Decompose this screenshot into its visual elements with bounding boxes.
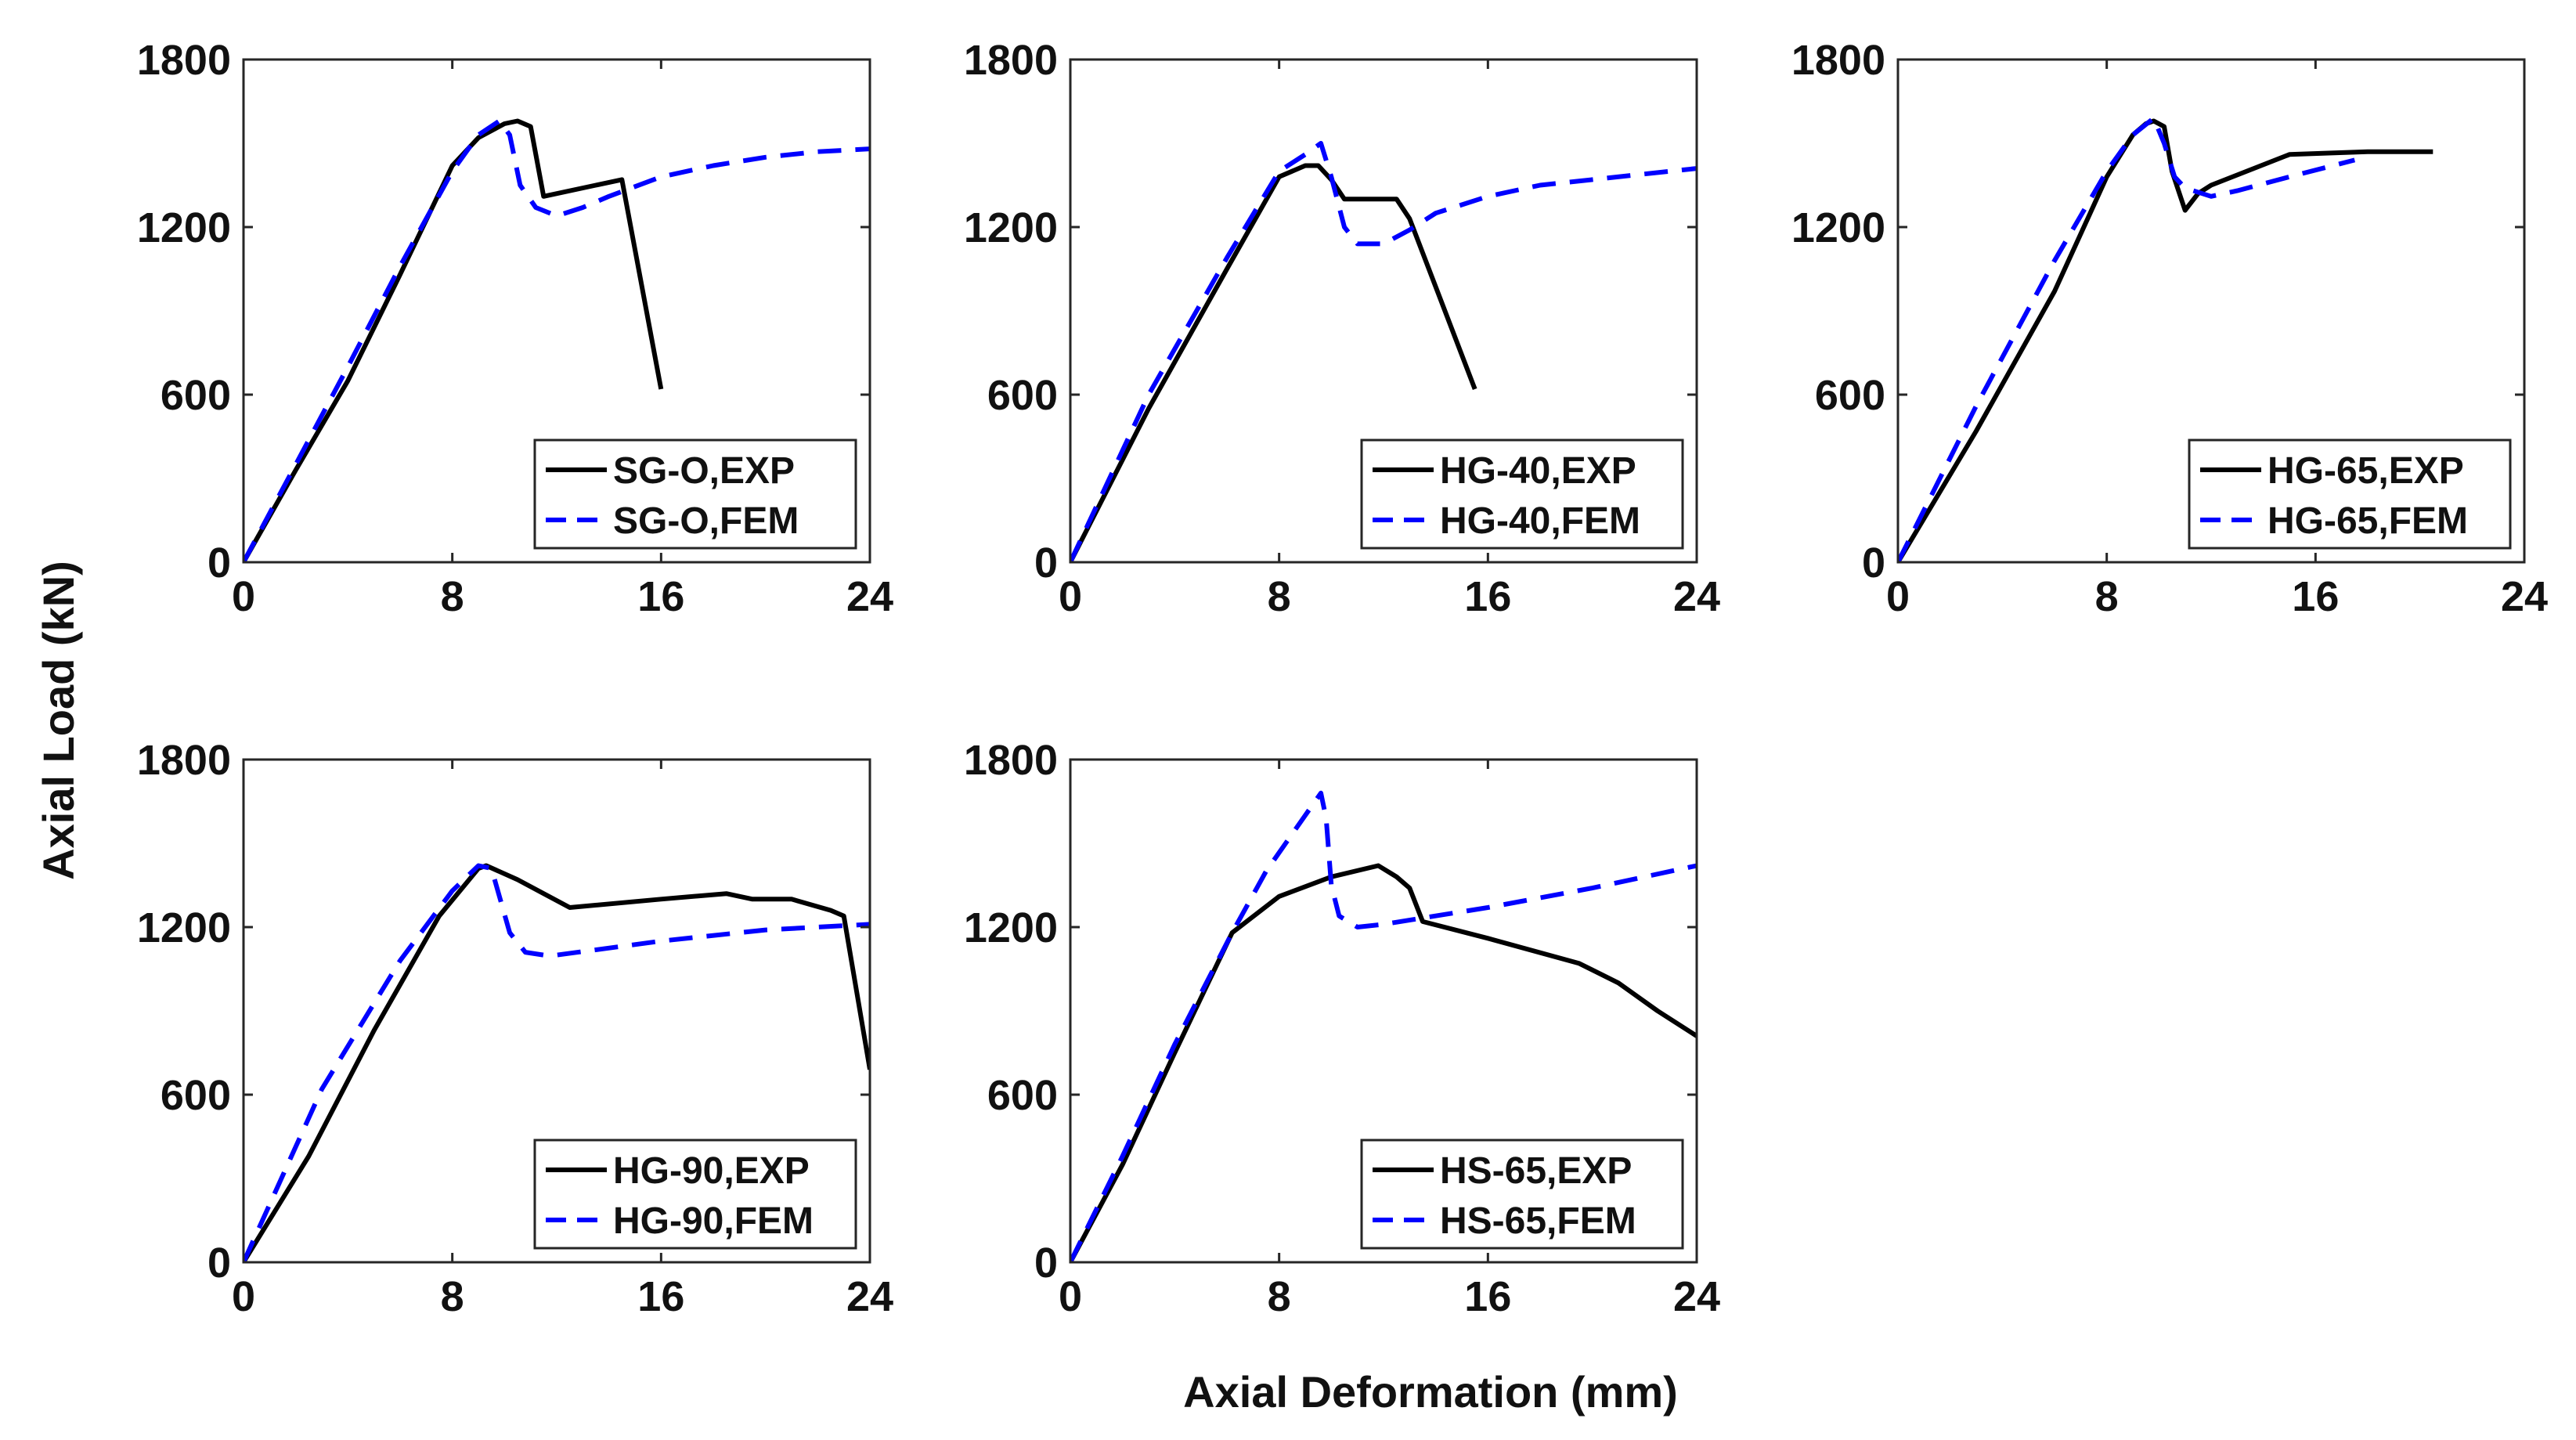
y-tick-label: 1800 (964, 37, 1058, 84)
legend: HG-65,EXP HG-65,FEM (2188, 438, 2512, 550)
y-tick-label: 600 (987, 372, 1058, 419)
x-tick-label: 16 (637, 1273, 684, 1320)
x-tick-label: 0 (1059, 1273, 1082, 1320)
legend-box (533, 1139, 857, 1250)
y-tick-label: 0 (207, 540, 231, 586)
series-line-fem (244, 118, 870, 562)
y-tick-label: 1800 (1791, 37, 1885, 84)
legend: HG-90,EXP HG-90,FEM (533, 1139, 857, 1250)
legend-box (1360, 1139, 1684, 1250)
chart-panel-4: 0 8 16 24 0 600 1200 1800 HG-90,EXP HG-90,FEM (137, 737, 893, 1320)
chart-panels: 0 8 16 24 0 600 1200 1800 SG-O,EXP SG-O,FEM 0 8 16 24… (137, 37, 2548, 1320)
x-tick-label: 0 (232, 573, 255, 620)
x-tick-label: 24 (846, 573, 893, 620)
axes-box (1069, 58, 1698, 564)
y-tick-label: 600 (161, 1072, 231, 1119)
chart-panel-1: 0 8 16 24 0 600 1200 1800 SG-O,EXP SG-O,FEM (137, 37, 893, 620)
series-line-fem (1070, 141, 1697, 562)
series-line-fem (1070, 790, 1697, 1262)
y-tick-label: 1200 (964, 204, 1058, 251)
y-tick-label: 1800 (964, 737, 1058, 784)
axes-box (242, 58, 871, 564)
x-tick-label: 16 (637, 573, 684, 620)
axes-box (1069, 758, 1698, 1264)
x-tick-label: 0 (232, 1273, 255, 1320)
y-tick-label: 0 (1034, 540, 1058, 586)
y-tick-label: 1800 (137, 37, 231, 84)
legend: SG-O,EXP SG-O,FEM (533, 438, 857, 550)
chart-panel-2: 0 8 16 24 0 600 1200 1800 HG-40,EXP HG-40,FEM (964, 37, 1720, 620)
series-line-exp (1070, 163, 1477, 562)
x-tick-label: 8 (1268, 1273, 1291, 1320)
series-line-exp (1898, 118, 2433, 562)
x-tick-label: 16 (1464, 1273, 1511, 1320)
legend-box (1360, 438, 1684, 550)
axes-box (242, 758, 871, 1264)
x-tick-label: 0 (1059, 573, 1082, 620)
legend-label-exp: HG-90,EXP (613, 1150, 810, 1192)
chart-panel-3: 0 8 16 24 0 600 1200 1800 HG-65,EXP HG-65,FEM (1791, 37, 2548, 620)
y-tick-label: 600 (161, 372, 231, 419)
legend-label-exp: HG-40,EXP (1440, 450, 1636, 492)
x-tick-label: 24 (1673, 1273, 1720, 1320)
x-tick-label: 8 (441, 573, 464, 620)
legend: HS-65,EXP HS-65,FEM (1360, 1139, 1684, 1250)
x-tick-label: 0 (1886, 573, 1910, 620)
axes-box (1896, 58, 2526, 564)
series-line-exp (244, 863, 870, 1262)
shared-xlabel: Axial Deformation (mm) (1183, 1367, 1678, 1417)
legend: HG-40,EXP HG-40,FEM (1360, 438, 1684, 550)
legend-label-exp: HS-65,EXP (1440, 1150, 1632, 1192)
legend-label-fem: SG-O,FEM (613, 500, 799, 542)
y-tick-label: 1200 (1791, 204, 1885, 251)
y-tick-label: 0 (1862, 540, 1885, 586)
series-line-fem (1898, 115, 2356, 562)
y-tick-label: 0 (207, 1240, 231, 1287)
chart-panel-5: 0 8 16 24 0 600 1200 1800 HS-65,EXP HS-65,FEM (964, 737, 1720, 1320)
x-tick-label: 8 (2095, 573, 2119, 620)
y-tick-label: 600 (987, 1072, 1058, 1119)
x-tick-label: 16 (2292, 573, 2339, 620)
x-tick-label: 24 (1673, 573, 1720, 620)
legend-label-fem: HG-65,FEM (2268, 500, 2468, 542)
x-tick-label: 16 (1464, 573, 1511, 620)
y-tick-label: 600 (1815, 372, 1885, 419)
x-tick-label: 24 (846, 1273, 893, 1320)
x-tick-label: 8 (441, 1273, 464, 1320)
legend-box (2188, 438, 2512, 550)
y-tick-label: 0 (1034, 1240, 1058, 1287)
series-line-fem (244, 863, 870, 1262)
legend-label-exp: SG-O,EXP (613, 450, 795, 492)
shared-ylabel: Axial Load (kN) (34, 561, 83, 880)
series-line-exp (1070, 863, 1697, 1262)
y-tick-label: 1800 (137, 737, 231, 784)
y-tick-label: 1200 (137, 204, 231, 251)
legend-label-exp: HG-65,EXP (2268, 450, 2464, 492)
x-tick-label: 8 (1268, 573, 1291, 620)
legend-label-fem: HG-90,FEM (613, 1200, 814, 1242)
legend-label-fem: HS-65,FEM (1440, 1200, 1636, 1242)
x-tick-label: 24 (2501, 573, 2548, 620)
series-line-exp (244, 118, 664, 562)
y-tick-label: 1200 (137, 904, 231, 951)
legend-box (533, 438, 857, 550)
y-tick-label: 1200 (964, 904, 1058, 951)
legend-label-fem: HG-40,FEM (1440, 500, 1640, 542)
